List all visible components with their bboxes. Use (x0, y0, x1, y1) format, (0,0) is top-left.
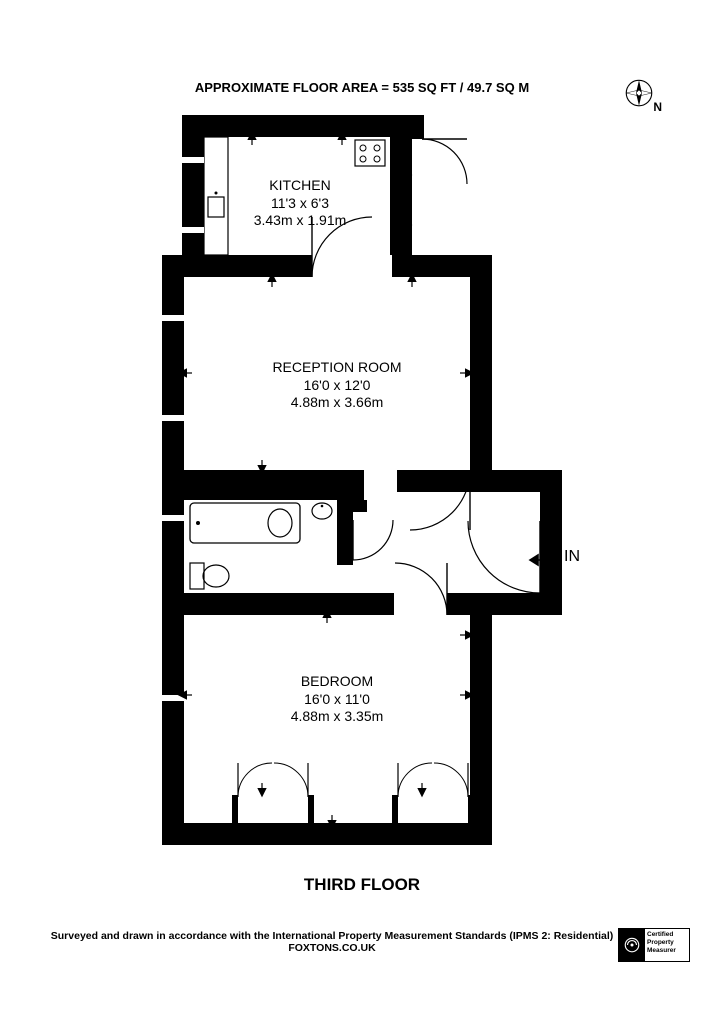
kitchen-name: KITCHEN (254, 177, 347, 195)
kitchen-dim-imperial: 11'3 x 6'3 (254, 195, 347, 213)
floorplan-drawing: KITCHEN 11'3 x 6'3 3.43m x 1.91m RECEPTI… (162, 115, 562, 845)
reception-dim-imperial: 16'0 x 12'0 (272, 377, 401, 395)
badge-line3: Measurer (647, 947, 684, 955)
kitchen-label: KITCHEN 11'3 x 6'3 3.43m x 1.91m (254, 177, 347, 230)
reception-dim-metric: 4.88m x 3.66m (272, 394, 401, 412)
bedroom-dim-imperial: 16'0 x 11'0 (291, 691, 384, 709)
header-area-text: APPROXIMATE FLOOR AREA = 535 SQ FT / 49.… (0, 80, 724, 95)
rics-badge-icon (619, 929, 645, 961)
badge-line2: Property (647, 939, 684, 947)
reception-label: RECEPTION ROOM 16'0 x 12'0 4.88m x 3.66m (272, 359, 401, 412)
bedroom-dim-metric: 4.88m x 3.35m (291, 708, 384, 726)
badge-line1: Certified (647, 931, 684, 939)
bedroom-name: BEDROOM (291, 673, 384, 691)
compass-n-label: N (653, 100, 662, 114)
rics-badge: Certified Property Measurer (618, 928, 690, 962)
compass-icon (624, 78, 654, 108)
kitchen-dim-metric: 3.43m x 1.91m (254, 212, 347, 230)
rics-badge-text: Certified Property Measurer (645, 929, 685, 961)
footer-text: Surveyed and drawn in accordance with th… (40, 930, 624, 954)
page-container: APPROXIMATE FLOOR AREA = 535 SQ FT / 49.… (0, 0, 724, 1024)
bedroom-label: BEDROOM 16'0 x 11'0 4.88m x 3.35m (291, 673, 384, 726)
entry-in-label: IN (564, 548, 580, 566)
reception-name: RECEPTION ROOM (272, 359, 401, 377)
floor-title: THIRD FLOOR (0, 875, 724, 895)
